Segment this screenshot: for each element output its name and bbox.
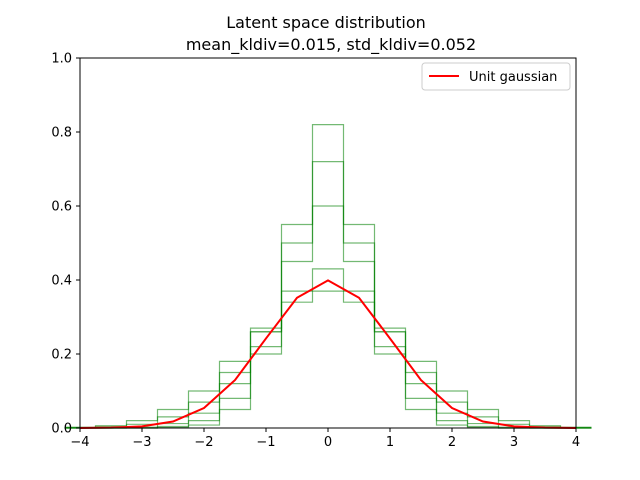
series-line-4 [64,290,592,428]
legend-label-unit-gaussian: Unit gaussian [469,70,557,85]
series-line-unit-gaussian [79,279,577,429]
x-tick-label: −1 [256,435,275,450]
legend-box [421,62,571,91]
chart-title: Latent space distribution [226,13,426,32]
legend: Unit gaussian [421,62,571,91]
chart-subtitle: mean_kldiv=0.015, std_kldiv=0.052 [186,35,476,55]
x-tick-label: 2 [448,435,456,450]
y-tick-label: 0.8 [51,126,72,141]
y-tick-label: 1.0 [51,52,72,67]
y-tick-label: 0.0 [51,422,72,437]
x-tick-label: −4 [70,435,89,450]
series-line-2 [64,161,592,429]
y-tick-label: 0.2 [51,348,72,363]
y-tick-label: 0.6 [51,200,72,215]
x-tick-label: 1 [386,435,394,450]
x-tick-label: −3 [132,435,151,450]
x-tick-label: 3 [510,435,518,450]
axes-layer: −4 −3 −2 −1 0 1 2 3 4 0.0 0.2 0.4 0.6 0.8 1.0 [51,52,580,451]
x-tick-label: −2 [194,435,213,450]
y-tick-label: 0.4 [51,274,72,289]
x-tick-label: 0 [324,435,332,450]
x-tick-label: 4 [572,435,580,450]
